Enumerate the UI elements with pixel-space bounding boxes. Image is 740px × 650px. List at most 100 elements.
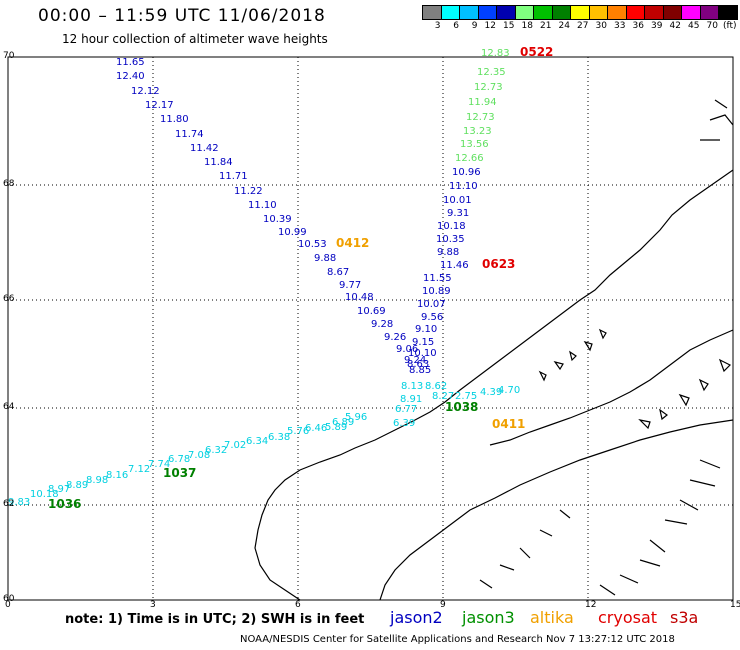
wave-height-value: 9.56 xyxy=(421,312,443,323)
scale-swatch xyxy=(514,5,533,20)
scale-label: 24 xyxy=(558,21,570,31)
scale-swatch xyxy=(588,5,607,20)
wave-height-value: 6.38 xyxy=(268,432,290,443)
lat-label: 68 xyxy=(3,179,15,189)
wave-height-value: 9.10 xyxy=(415,324,437,335)
scale-swatch xyxy=(607,5,626,20)
wave-height-value: 9.15 xyxy=(412,337,434,348)
wave-height-value: 6.32 xyxy=(205,445,227,456)
scale-swatch xyxy=(718,5,738,20)
wave-height-value: 5.96 xyxy=(345,412,367,423)
lat-label: 62 xyxy=(3,499,15,509)
wave-height-value: 10.69 xyxy=(357,306,386,317)
wave-height-value: 10.89 xyxy=(422,286,451,297)
wave-height-value: 11.10 xyxy=(449,181,478,192)
wave-height-value: 7.08 xyxy=(188,450,210,461)
scale-label: 70 xyxy=(706,21,718,31)
pass-labels: 0522 0412 0623 1038 0411 1037 1036 xyxy=(48,45,553,511)
wave-height-value: 9.06 xyxy=(396,344,418,355)
scale-label: 27 xyxy=(577,21,589,31)
wave-height-value: 12.12 xyxy=(131,86,160,97)
scale-label: 3 xyxy=(434,21,441,31)
map-frame xyxy=(7,56,734,601)
wave-height-value: 11.42 xyxy=(190,143,219,154)
wave-height-value: 8.13 xyxy=(401,381,423,392)
scale-swatch xyxy=(551,5,570,20)
wave-height-value: 7.74 xyxy=(148,459,170,470)
wave-height-value: 12.83 xyxy=(481,48,510,59)
wave-height-value: 12.73 xyxy=(466,112,495,123)
wave-height-value: 13.23 xyxy=(463,126,492,137)
altimeter-tracks: 11.65 12.40 12.12 12.17 11.80 11.74 11.42 11.84… xyxy=(8,48,520,508)
coastline xyxy=(254,99,734,601)
wave-height-value: 11.84 xyxy=(204,157,233,168)
pass-time-label: 1036 xyxy=(48,497,81,511)
lon-label: 12 xyxy=(585,600,597,610)
legend-cryosat: cryosat xyxy=(598,608,658,627)
wave-height-value: 9.31 xyxy=(447,208,469,219)
lon-label: 3 xyxy=(150,600,156,610)
scale-label: 12 xyxy=(484,21,496,31)
wave-height-value: 13.56 xyxy=(460,139,489,150)
wave-height-value: 11.65 xyxy=(116,57,145,68)
scale-swatch xyxy=(699,5,718,20)
pass-time-label: 1037 xyxy=(163,466,196,480)
scale-label: 39 xyxy=(651,21,663,31)
wave-height-value: 8.67 xyxy=(327,267,349,278)
wave-height-value: 9.88 xyxy=(314,253,336,264)
wave-height-value: 10.18 xyxy=(437,221,466,232)
scale-swatch xyxy=(662,5,681,20)
wave-height-value: 10.18 xyxy=(30,489,59,500)
lat-label: 66 xyxy=(3,294,15,304)
wave-height-value: 10.35 xyxy=(436,234,465,245)
wave-height-value: 11.71 xyxy=(219,171,248,182)
wave-height-value: 8.91 xyxy=(400,394,422,405)
wave-height-value: 9.77 xyxy=(339,280,361,291)
wave-height-value: 11.80 xyxy=(160,114,189,125)
wave-height-value: 10.48 xyxy=(345,292,374,303)
wave-height-value: 8.62 xyxy=(425,381,447,392)
wave-height-value: 12.40 xyxy=(116,71,145,82)
color-scale-bar xyxy=(422,5,738,20)
wave-height-value: 10.99 xyxy=(278,227,307,238)
wave-height-value: 6.39 xyxy=(393,418,415,429)
wave-height-value: 8.63 xyxy=(407,359,429,370)
wave-height-value: 10.10 xyxy=(408,348,437,359)
wave-height-value: 2.75 xyxy=(455,391,477,402)
wave-height-value: 6.89 xyxy=(332,417,354,428)
wave-height-value: 11.10 xyxy=(248,200,277,211)
pass-time-label: 0623 xyxy=(482,257,515,271)
scale-swatch xyxy=(459,5,478,20)
wave-height-value: 8.85 xyxy=(409,365,431,376)
lon-label: 9 xyxy=(440,600,446,610)
legend-s3a: s3a xyxy=(670,608,699,627)
scale-label: 30 xyxy=(595,21,607,31)
wave-height-value: 9.24 xyxy=(404,355,426,366)
wave-height-value: 5.89 xyxy=(325,422,347,433)
scale-swatch xyxy=(477,5,496,20)
wave-height-value: 11.94 xyxy=(468,97,497,108)
footer-note: note: 1) Time is in UTC; 2) SWH is in fe… xyxy=(65,612,365,627)
wave-height-value: 10.07 xyxy=(417,299,446,310)
wave-height-value: 8.16 xyxy=(106,470,128,481)
wave-height-value: 12.17 xyxy=(145,100,174,111)
scale-swatch xyxy=(533,5,552,20)
scale-label: (ft) xyxy=(722,21,737,31)
pass-time-label: 1038 xyxy=(445,400,478,414)
scale-label: 33 xyxy=(614,21,626,31)
lon-label: 0 xyxy=(5,600,11,610)
legend-altika: altika xyxy=(530,608,574,627)
scale-label: 18 xyxy=(521,21,533,31)
lat-label: 64 xyxy=(3,402,15,412)
scale-swatch xyxy=(625,5,644,20)
wave-height-value: 11.55 xyxy=(423,273,452,284)
color-scale-labels: 3 6 9 12 15 18 21 24 27 30 33 36 39 42 45 70 (ft) xyxy=(422,21,737,31)
scale-swatch xyxy=(496,5,515,20)
wave-height-value: 12.35 xyxy=(477,67,506,78)
wave-height-value: 8.97 xyxy=(48,484,70,495)
wave-height-value: 7.12 xyxy=(128,464,150,475)
wave-height-value: 8.89 xyxy=(66,480,88,491)
scale-swatch xyxy=(644,5,663,20)
lon-label: 6 xyxy=(295,600,301,610)
scale-label: 42 xyxy=(669,21,681,31)
